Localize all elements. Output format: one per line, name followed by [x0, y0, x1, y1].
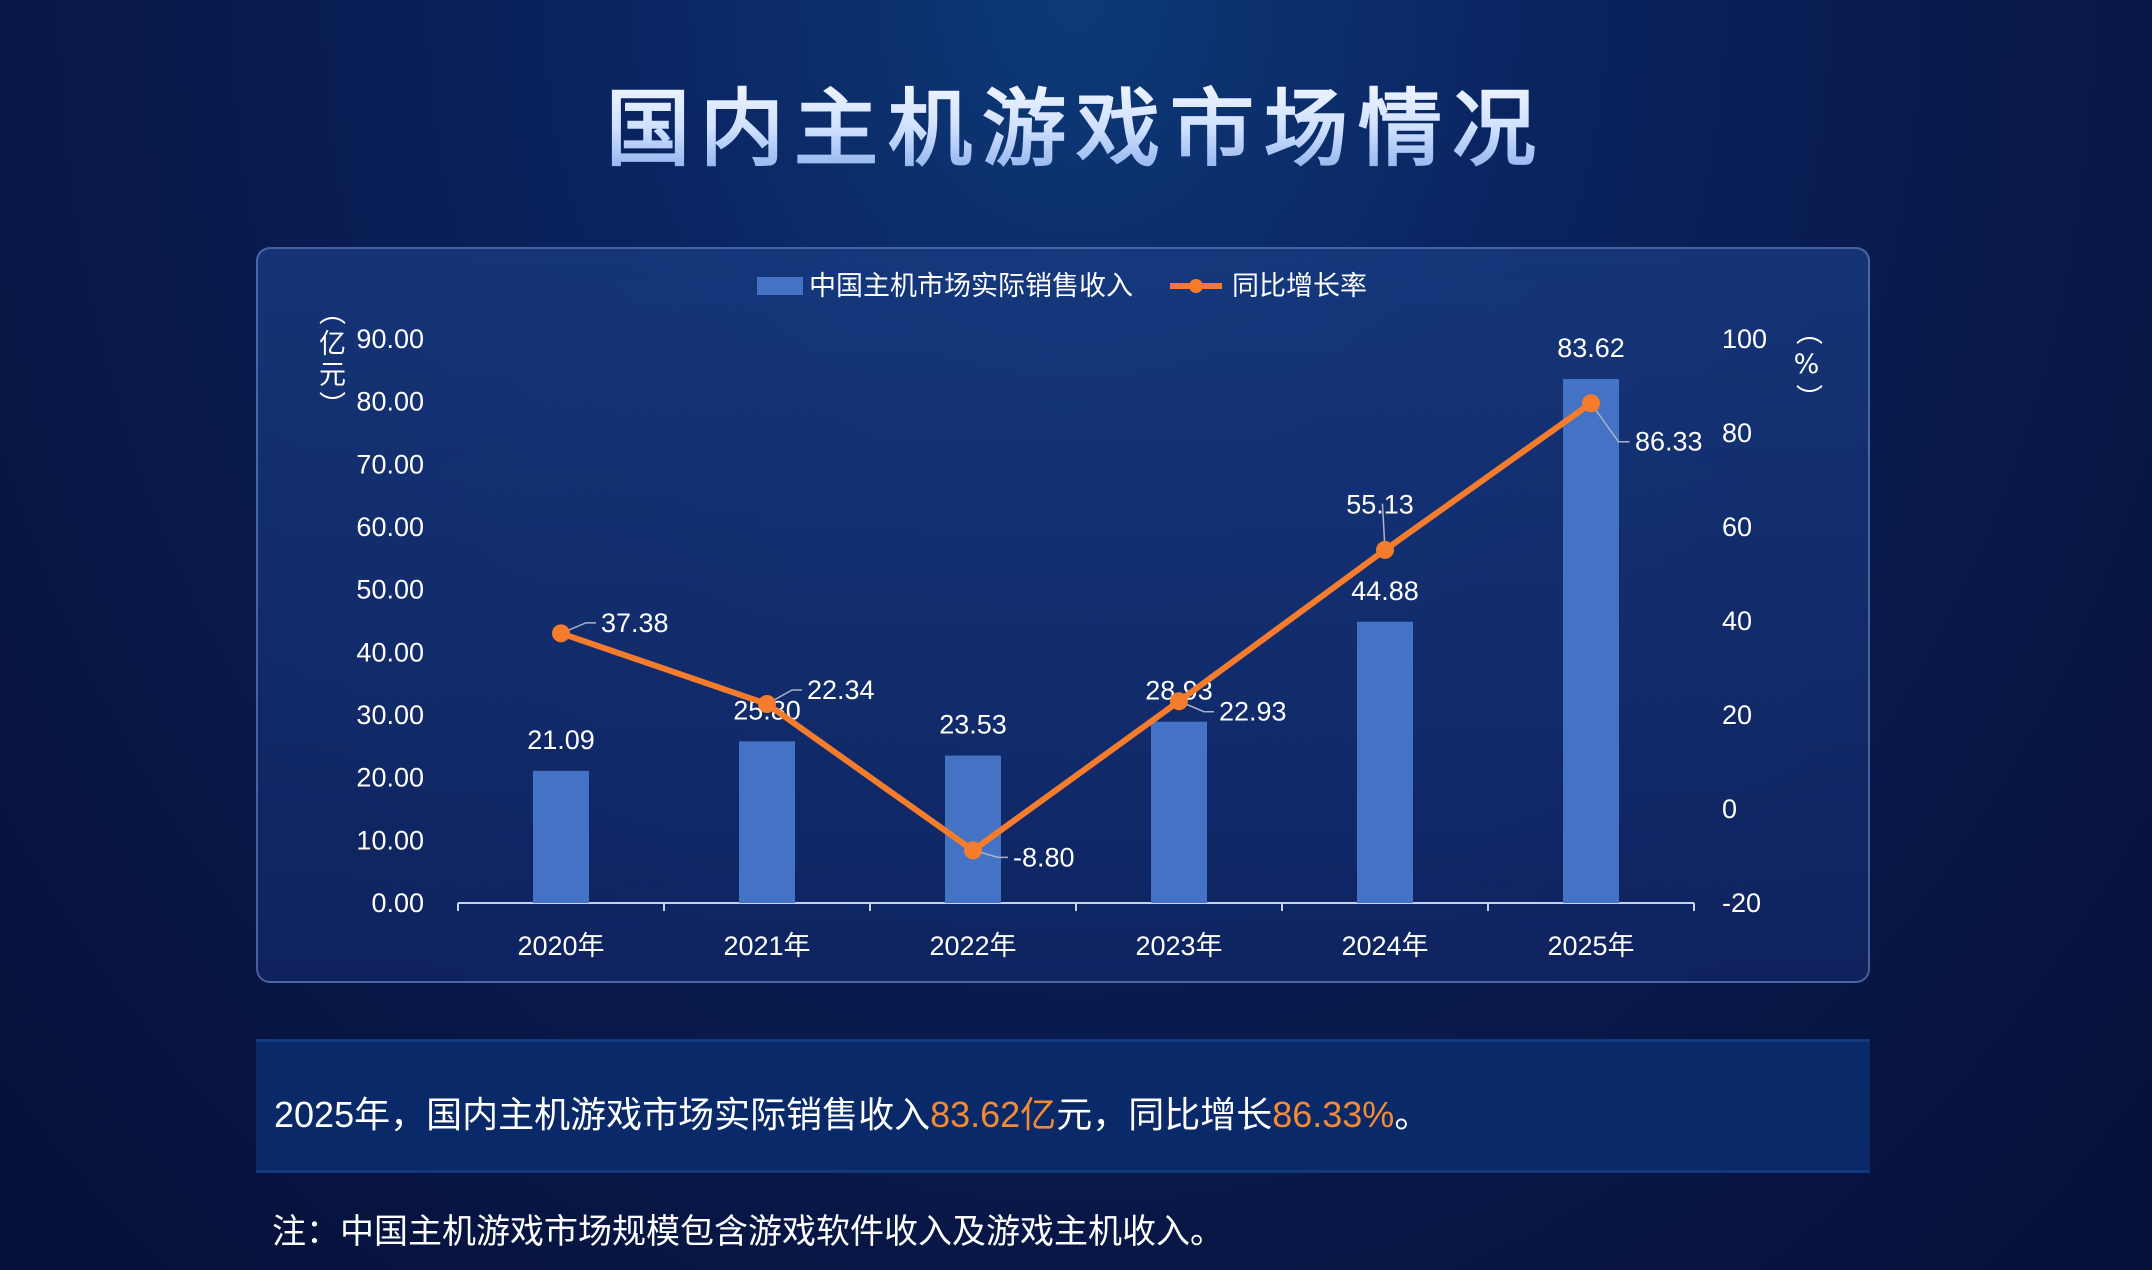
line-marker	[1582, 394, 1600, 413]
bar	[1151, 721, 1207, 903]
y-left-tick: 30.00	[356, 700, 424, 730]
leader-line	[766, 689, 802, 705]
line-label: 37.38	[601, 608, 669, 638]
bar	[1563, 378, 1619, 903]
line-marker	[1376, 540, 1394, 559]
bar	[739, 741, 795, 903]
line-marker	[552, 624, 570, 643]
summary-growth: 86.33%	[1272, 1094, 1395, 1135]
x-tick-label: 2021年	[723, 931, 810, 961]
bar-label: 44.88	[1351, 576, 1419, 606]
line-label: -8.80	[1013, 842, 1075, 872]
x-tick-label: 2023年	[1135, 931, 1222, 961]
y-right-tick: 100	[1722, 324, 1767, 354]
legend-line-marker	[1189, 279, 1203, 293]
y-right-tick: -20	[1722, 888, 1761, 918]
x-tick-label: 2025年	[1547, 931, 1634, 961]
bar	[533, 770, 589, 903]
y-right-tick: 40	[1722, 606, 1752, 636]
summary-revenue: 83.62亿	[930, 1094, 1057, 1135]
y-left-tick: 80.00	[356, 387, 424, 417]
y-right-axis-label: （%）	[1791, 318, 1822, 415]
leader-line	[1381, 503, 1386, 550]
y-left-tick: 70.00	[356, 449, 424, 479]
summary-part: 元，同比增长	[1056, 1094, 1273, 1135]
summary-part: 2025年，国内主机游戏市场实际销售收入	[274, 1094, 931, 1135]
line-marker	[758, 695, 776, 714]
summary-part: 。	[1394, 1094, 1431, 1135]
bar-label: 83.62	[1557, 333, 1625, 363]
y-right-tick: 0	[1722, 794, 1737, 824]
x-tick-label: 2024年	[1341, 931, 1428, 961]
x-tick-label: 2020年	[517, 931, 604, 961]
summary-box: 2025年，国内主机游戏市场实际销售收入83.62亿元，同比增长86.33%。	[256, 1039, 1870, 1173]
y-right-tick: 20	[1722, 700, 1752, 730]
y-left-tick: 60.00	[356, 512, 424, 542]
y-left-tick: 20.00	[356, 763, 424, 793]
line-label: 22.93	[1219, 697, 1287, 727]
leader-line	[1178, 700, 1214, 713]
y-left-tick: 40.00	[356, 637, 424, 667]
legend-bar-label: 中国主机市场实际销售收入	[809, 271, 1133, 301]
x-tick-label: 2022年	[929, 931, 1016, 961]
legend-bar-swatch	[757, 277, 803, 295]
chart: 中国主机市场实际销售收入 同比增长率 0.00 10.00 20.00 30.00 40.0…	[356, 271, 1767, 961]
page-title: 国内主机游戏市场情况	[0, 62, 2152, 183]
line-marker	[1170, 692, 1188, 711]
bar	[945, 755, 1001, 903]
line-label: 55.13	[1346, 489, 1414, 519]
bar-label: 23.53	[939, 710, 1007, 740]
line-label: 22.34	[807, 675, 875, 705]
footnote: 注：中国主机游戏市场规模包含游戏软件收入及游戏主机收入。	[272, 1213, 1224, 1251]
line-marker	[964, 841, 982, 860]
bar-label: 21.09	[527, 725, 595, 755]
leader-line	[1590, 402, 1630, 443]
y-left-tick: 10.00	[356, 825, 424, 855]
y-left-tick: 90.00	[356, 324, 424, 354]
y-right-tick: 60	[1722, 512, 1752, 542]
legend-line-label: 同比增长率	[1232, 271, 1367, 301]
growth-line	[560, 400, 1593, 854]
y-left-tick: 0.00	[371, 888, 424, 918]
summary-text: 2025年，国内主机游戏市场实际销售收入83.62亿元，同比增长86.33%。	[274, 1086, 1430, 1138]
bar	[1357, 621, 1413, 903]
y-left-axis-label: （亿元）	[314, 298, 345, 422]
leader-line	[560, 622, 596, 635]
y-left-tick: 50.00	[356, 575, 424, 605]
y-right-tick: 80	[1722, 418, 1752, 448]
line-label: 86.33	[1635, 427, 1703, 457]
